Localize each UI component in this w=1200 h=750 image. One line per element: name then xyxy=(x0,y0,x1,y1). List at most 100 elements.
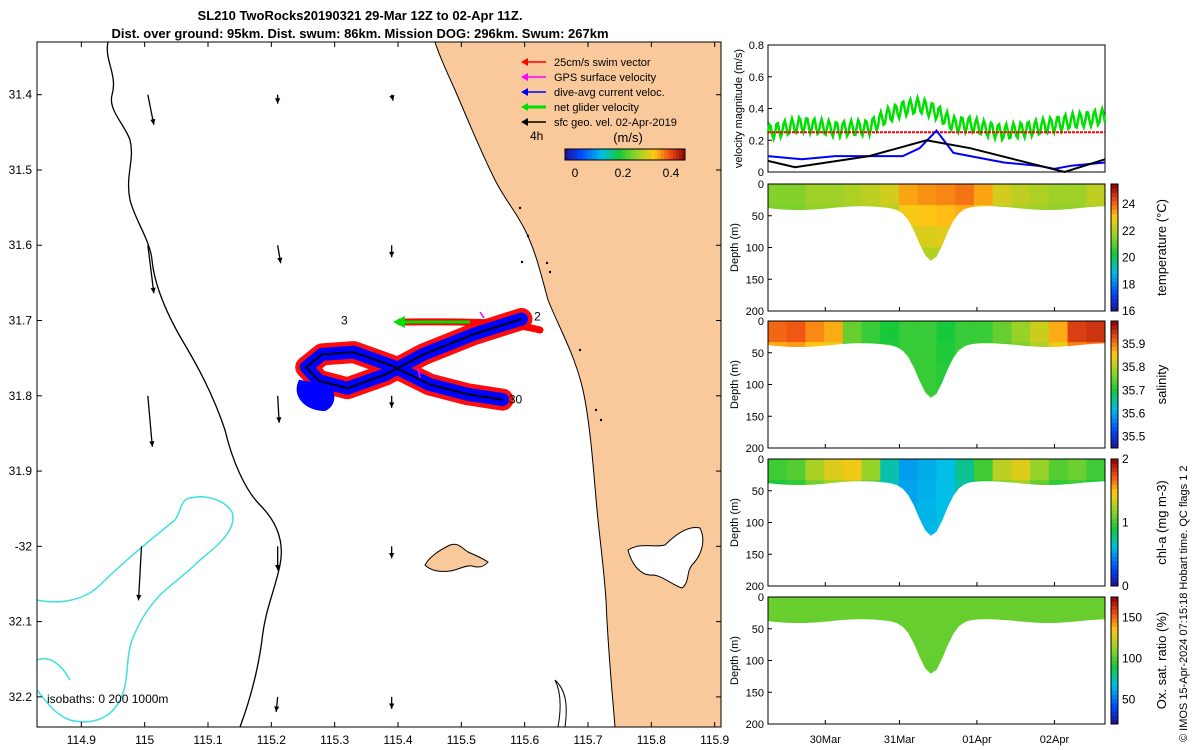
section-cell xyxy=(973,205,994,227)
section-cell xyxy=(880,321,900,343)
time-x-tick-label: 31Mar xyxy=(884,734,916,746)
section-colorbar-cell xyxy=(1111,289,1118,295)
section-colorbar-cell xyxy=(1111,630,1118,636)
section-cell xyxy=(955,703,974,725)
section-cell xyxy=(918,406,937,428)
section-cell xyxy=(899,427,918,449)
glider-track-line xyxy=(305,318,522,401)
section-cell xyxy=(880,522,900,536)
section-colorbar-cell xyxy=(1111,635,1118,640)
section-colorbar-cell xyxy=(1111,480,1118,485)
section-colorbar-cell xyxy=(1111,605,1118,611)
section-colorbar-cell xyxy=(1111,302,1118,308)
section-cell xyxy=(899,290,918,312)
reef-speck xyxy=(578,348,582,352)
section-colorbar-cell xyxy=(1111,543,1118,549)
section-cell xyxy=(918,290,937,312)
section-cell xyxy=(1086,522,1105,536)
section-cell xyxy=(880,660,900,674)
section-cell xyxy=(1030,544,1049,566)
section-cell xyxy=(862,703,881,725)
section-cell xyxy=(786,205,807,227)
section-cell xyxy=(786,618,807,640)
section-cell xyxy=(899,184,919,206)
legend-arrowhead-1 xyxy=(521,73,528,81)
section-cell xyxy=(805,639,825,662)
section-colorbar-cell xyxy=(1111,467,1118,473)
section-cell xyxy=(805,522,825,536)
reef-speck xyxy=(594,408,598,412)
section-cell xyxy=(861,522,881,536)
section-cell xyxy=(880,384,900,398)
section-colorbar-cell xyxy=(1111,405,1118,411)
section-cell xyxy=(1049,682,1068,704)
section-colorbar-cell xyxy=(1111,573,1118,578)
section-colorbar-cell xyxy=(1111,690,1118,695)
section-cell xyxy=(937,565,956,587)
section-cell xyxy=(842,597,863,619)
velocity-series-line-3 xyxy=(767,139,1106,174)
section-cell xyxy=(899,247,919,261)
section-cell xyxy=(1011,247,1031,261)
section-cell xyxy=(917,459,938,481)
legend-label-4: sfc geo. vel. 02-Apr-2019 xyxy=(554,117,677,129)
section-ylabel-1: Depth (m) xyxy=(729,360,741,409)
section-colorbar-cell xyxy=(1111,234,1118,240)
section-colorbar-cell xyxy=(1111,359,1118,364)
section-cell xyxy=(1030,682,1049,704)
section-cell xyxy=(992,321,1012,343)
map-panel xyxy=(37,42,721,727)
section-cell xyxy=(1030,384,1050,398)
section-colorbar-cell xyxy=(1111,677,1118,683)
section-cell xyxy=(787,427,806,449)
section-cell xyxy=(899,363,919,386)
map-colorbar-cell xyxy=(658,149,662,160)
section-cell xyxy=(1086,290,1105,312)
section-cell xyxy=(992,459,1012,481)
section-cell xyxy=(1030,618,1050,640)
section-colorbar-cell xyxy=(1111,719,1118,725)
section-colorbar-cell xyxy=(1111,414,1118,419)
section-cell xyxy=(805,342,825,364)
section-cell xyxy=(861,321,881,343)
section-cell xyxy=(768,459,788,481)
section-cell xyxy=(1011,384,1031,398)
section-colorbar-cell xyxy=(1111,488,1118,494)
section-colorbar-cell xyxy=(1111,505,1118,511)
section-cell xyxy=(842,459,863,481)
section-cell xyxy=(861,247,881,261)
gps-velocity-arrow xyxy=(417,367,421,379)
section-colorbar-cell xyxy=(1111,426,1118,432)
section-cell xyxy=(824,480,844,502)
section-cell xyxy=(768,290,787,312)
section-colorbar-cell xyxy=(1111,264,1118,270)
section-colorbar-cell xyxy=(1111,577,1118,583)
geo-vector-arrowhead xyxy=(274,706,280,712)
section-cell xyxy=(1067,205,1087,227)
section-cell xyxy=(917,618,938,640)
geo-velocity-vector xyxy=(147,245,155,294)
section-cell xyxy=(1049,406,1068,428)
section-cell xyxy=(1030,226,1050,249)
section-cell xyxy=(842,618,863,640)
section-colorbar-frame-2 xyxy=(1110,458,1119,587)
track-day-label: 30 xyxy=(509,392,523,406)
section-cell xyxy=(1067,184,1087,206)
section-cell xyxy=(786,597,807,619)
section-cell xyxy=(1067,321,1087,343)
section-cell xyxy=(1011,618,1031,640)
section-cell xyxy=(955,247,975,261)
map-colorbar-cell xyxy=(616,149,620,160)
section-cell xyxy=(1030,427,1049,449)
map-x-tick-label: 115.8 xyxy=(637,733,666,747)
section-cell xyxy=(805,290,824,312)
section-cell xyxy=(936,247,956,261)
map-colorbar-cell xyxy=(604,149,608,160)
section-colorbar-cell xyxy=(1111,581,1118,587)
section-cell xyxy=(843,269,862,291)
gps-velocity-arrow xyxy=(479,311,485,319)
map-colorbar-cell xyxy=(601,149,605,160)
section-colorbar-cell xyxy=(1111,401,1118,407)
section-y-tick-label: 150 xyxy=(746,411,764,423)
map-colorbar-cell xyxy=(670,149,674,160)
